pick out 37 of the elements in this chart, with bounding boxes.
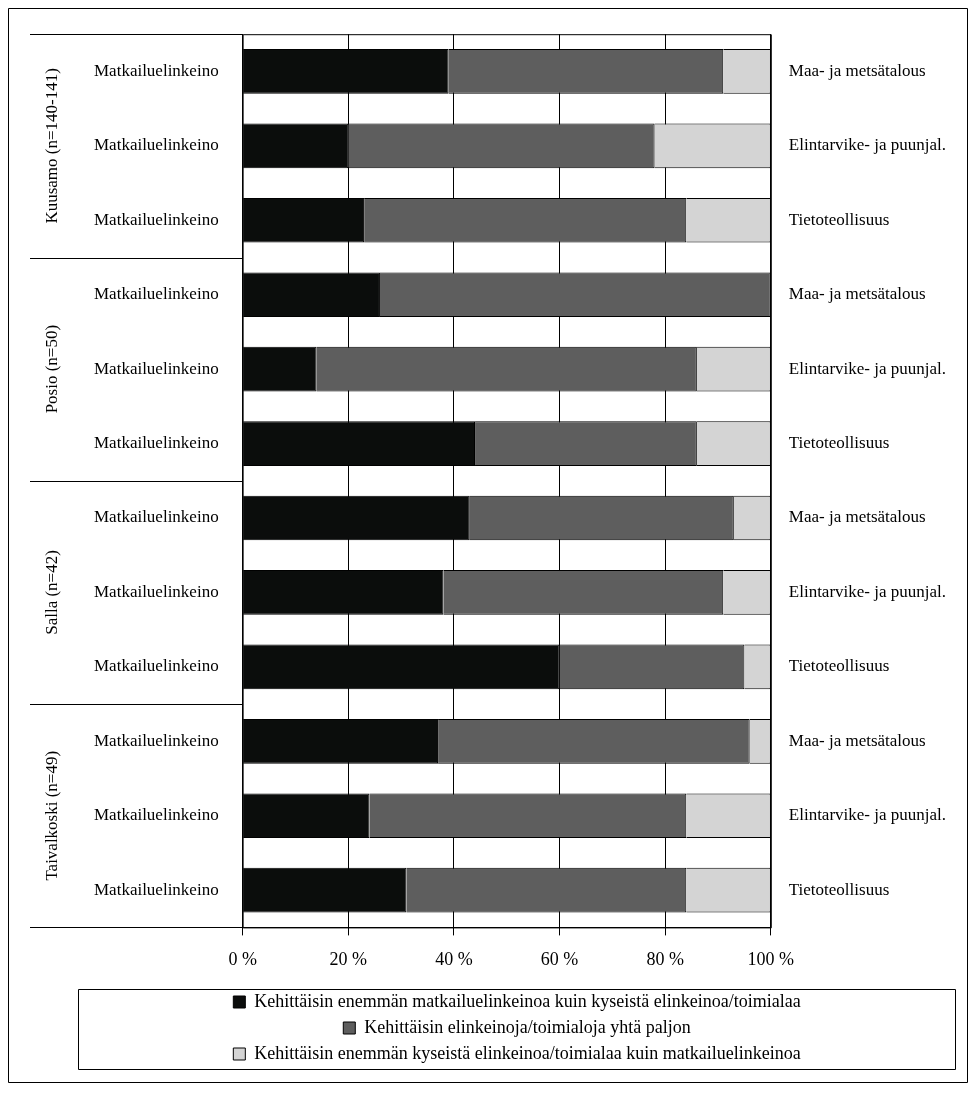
x-tick-label: 0 % (228, 948, 257, 969)
y2-tick-label: Elintarvike- ja puunjal. (788, 135, 946, 155)
y2-tick-label: Maa- ja metsätalous (788, 507, 926, 527)
y2-tick-label: Tietoteollisuus (788, 879, 890, 899)
y-tick-label: Matkailuelinkeino (94, 805, 219, 825)
y-tick-label: Matkailuelinkeino (94, 60, 219, 80)
legend-label: Kehittäisin elinkeinoja/toimialoja yhtä paljon (364, 1016, 691, 1037)
x-tick-label: 40 % (435, 948, 473, 969)
y-tick-label: Matkailuelinkeino (94, 358, 219, 378)
y2-tick-label: Tietoteollisuus (788, 433, 890, 453)
text: Taivalkoski (n=49) (42, 750, 62, 881)
legend-label: Kehittäisin enemmän matkailuelinkeinoa kuin kyseistä elinkeinoa/toimialaa (254, 990, 801, 1011)
y2-tick-label: Elintarvike- ja puunjal. (788, 581, 946, 601)
text: Posio (n=50) (42, 324, 62, 414)
y-tick-label: Matkailuelinkeino (94, 135, 219, 155)
y2-tick-label: Maa- ja metsätalous (788, 60, 926, 80)
x-tick-label: 80 % (646, 948, 684, 969)
y2-tick-label: Maa- ja metsätalous (788, 284, 926, 304)
y2-tick-label: Elintarvike- ja puunjal. (788, 805, 946, 825)
x-tick-label: 20 % (329, 948, 368, 969)
y2-tick-label: Tietoteollisuus (788, 209, 890, 229)
y2-tick-label: Tietoteollisuus (788, 656, 890, 676)
text: Salla (n=42) (42, 550, 62, 635)
y-tick-label: Matkailuelinkeino (94, 284, 219, 304)
y-tick-label: Matkailuelinkeino (94, 730, 219, 750)
y2-tick-label: Maa- ja metsätalous (788, 730, 926, 750)
x-tick-label: 60 % (540, 948, 579, 969)
text: Kuusamo (n=140-141) (42, 68, 62, 224)
x-tick-label: 100 % (747, 948, 795, 969)
y-tick-label: Matkailuelinkeino (94, 656, 219, 676)
y-tick-label: Matkailuelinkeino (94, 507, 219, 527)
y-tick-label: Matkailuelinkeino (94, 209, 219, 229)
y-tick-label: Matkailuelinkeino (94, 433, 219, 453)
y-tick-label: Matkailuelinkeino (94, 581, 219, 601)
legend-label: Kehittäisin enemmän kyseistä elinkeinoa/toimialaa kuin matkailuelinkeinoa (254, 1042, 801, 1063)
y-tick-label: Matkailuelinkeino (94, 879, 219, 899)
y2-tick-label: Elintarvike- ja puunjal. (788, 358, 946, 378)
